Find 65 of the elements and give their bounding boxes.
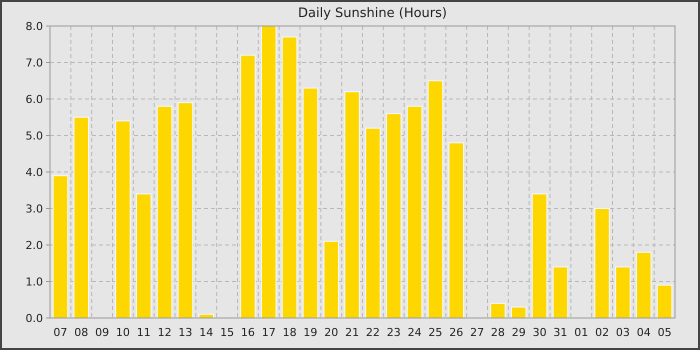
bar bbox=[510, 306, 527, 318]
bar bbox=[115, 120, 131, 318]
x-tick-label: 31 bbox=[553, 326, 568, 339]
y-tick-label: 0.0 bbox=[26, 312, 43, 325]
bar bbox=[240, 54, 256, 318]
bar bbox=[282, 36, 298, 318]
y-tick-label: 7.0 bbox=[26, 56, 43, 70]
bar bbox=[386, 113, 402, 318]
x-tick-label: 22 bbox=[366, 326, 380, 339]
bar bbox=[156, 106, 172, 318]
x-tick-label: 17 bbox=[262, 326, 276, 339]
x-tick-label: 08 bbox=[74, 326, 88, 339]
bar bbox=[656, 284, 672, 318]
y-tick-label: 8.0 bbox=[26, 20, 43, 33]
bar bbox=[428, 80, 444, 318]
x-tick-label: 21 bbox=[345, 326, 360, 339]
bar bbox=[73, 116, 90, 318]
bar bbox=[615, 266, 631, 318]
y-tick-label: 4.0 bbox=[26, 166, 43, 179]
x-tick-label: 04 bbox=[636, 326, 651, 339]
x-tick-label: 09 bbox=[95, 326, 110, 339]
bar bbox=[636, 252, 652, 318]
x-tick-label: 28 bbox=[490, 326, 505, 339]
x-tick-label: 30 bbox=[532, 326, 547, 339]
bar bbox=[365, 128, 381, 318]
y-tick-label: 2.0 bbox=[26, 238, 43, 252]
x-tick-label: 12 bbox=[158, 326, 172, 339]
x-tick-label: 11 bbox=[136, 326, 151, 339]
x-tick-label: 15 bbox=[220, 326, 234, 339]
y-tick-label: 6.0 bbox=[26, 92, 43, 106]
x-tick-label: 20 bbox=[324, 326, 338, 339]
x-tick-label: 05 bbox=[658, 326, 672, 339]
x-tick-label: 25 bbox=[428, 326, 442, 339]
y-tick-label: 5.0 bbox=[26, 129, 43, 142]
bar bbox=[344, 91, 360, 318]
y-tick-label: 3.0 bbox=[26, 202, 43, 216]
x-tick-label: 19 bbox=[303, 326, 318, 339]
x-tick-label: 23 bbox=[386, 326, 401, 339]
bar bbox=[52, 175, 68, 318]
x-tick-label: 29 bbox=[512, 326, 526, 339]
bar bbox=[448, 142, 464, 318]
x-tick-label: 16 bbox=[240, 326, 255, 339]
x-tick-label: 13 bbox=[178, 326, 192, 339]
y-tick-label: 1.0 bbox=[26, 275, 43, 288]
x-tick-label: 24 bbox=[408, 326, 422, 339]
x-tick-label: 07 bbox=[53, 326, 68, 339]
bar bbox=[178, 102, 194, 318]
bar bbox=[260, 26, 277, 318]
bar bbox=[136, 193, 152, 318]
bar bbox=[302, 88, 318, 318]
x-tick-label: 18 bbox=[282, 326, 297, 339]
bar bbox=[532, 193, 548, 318]
x-tick-label: 03 bbox=[616, 326, 630, 339]
bar bbox=[490, 302, 506, 318]
bar bbox=[552, 266, 568, 318]
bar bbox=[594, 208, 610, 318]
bar bbox=[406, 106, 422, 318]
chart-title: Daily Sunshine (Hours) bbox=[298, 6, 447, 21]
x-tick-label: 27 bbox=[470, 326, 484, 339]
x-tick-label: 01 bbox=[574, 326, 588, 339]
x-tick-label: 14 bbox=[199, 326, 214, 339]
x-tick-label: 10 bbox=[116, 326, 130, 339]
x-tick-label: 26 bbox=[449, 326, 464, 339]
x-tick-label: 02 bbox=[595, 326, 610, 339]
bar bbox=[323, 240, 340, 318]
